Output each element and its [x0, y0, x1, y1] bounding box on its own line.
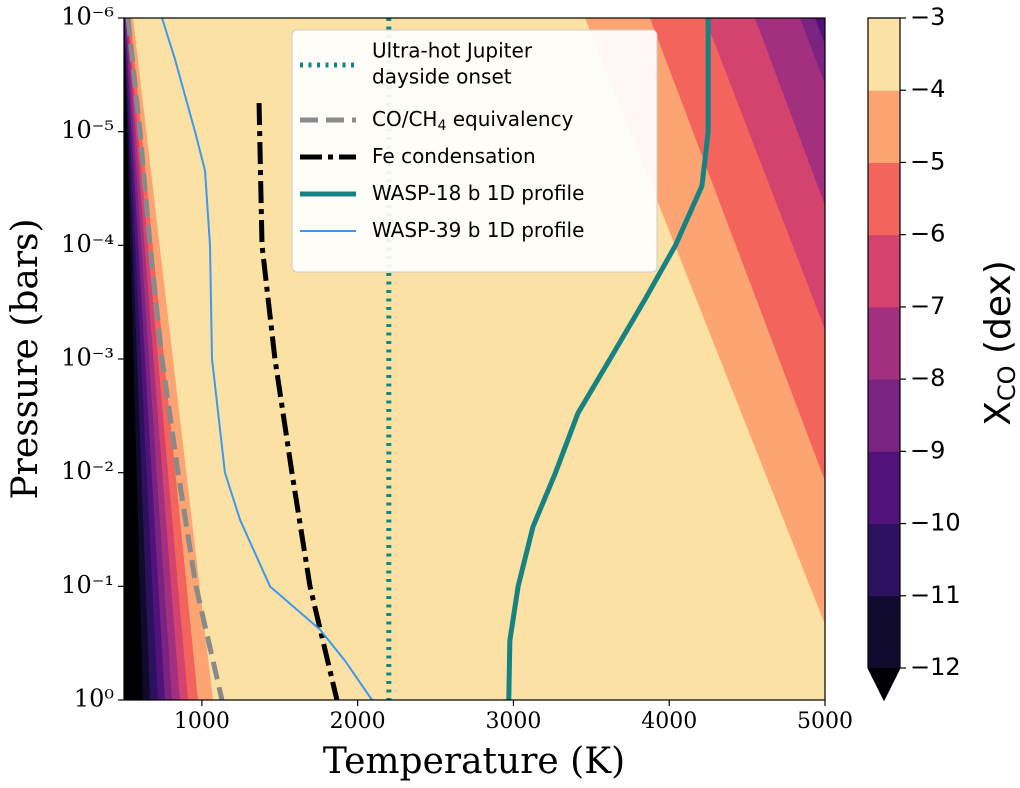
y-tick-label: 10⁻⁶: [61, 3, 114, 31]
legend-label: dayside onset: [372, 65, 512, 89]
legend-label-part: Fe condensation: [372, 144, 536, 168]
colorbar-label: XCO (dex): [978, 260, 1020, 426]
series-line: [506, 18, 711, 700]
x-tick-label: 5000: [797, 709, 853, 734]
colorbar-tick-label: −10: [910, 509, 961, 537]
legend-label: Fe condensation: [372, 144, 536, 168]
legend-label: WASP-39 b 1D profile: [372, 218, 584, 242]
legend-label-part: WASP-39 b 1D profile: [372, 218, 584, 242]
colorbar-tick-label: −5: [910, 147, 945, 175]
colorbar-label-part: CO: [993, 365, 1020, 401]
colorbar-band: [868, 523, 900, 597]
colorbar-label-part: X: [978, 401, 1019, 426]
x-tick-label: 1000: [174, 709, 230, 734]
y-tick-label: 10⁰: [74, 685, 114, 713]
legend-label-part: CO/CH: [372, 107, 437, 131]
colorbar-tick-label: −11: [910, 581, 961, 609]
x-axis-label: Temperature (K): [323, 741, 625, 782]
y-tick-label: 10⁻⁵: [61, 116, 114, 144]
colorbar-band: [868, 234, 900, 308]
contour-region: [754, 18, 825, 700]
legend-label: WASP-18 b 1D profile: [372, 181, 584, 205]
colorbar-extension: [868, 668, 900, 700]
legend-label: CO/CH4 equivalency: [372, 107, 574, 135]
series-line: [125, 18, 225, 700]
series-line: [256, 102, 340, 700]
y-axis-label: Pressure (bars): [5, 218, 46, 499]
colorbar-tick-label: −9: [910, 436, 945, 464]
legend-label: Ultra-hot Jupiter: [372, 39, 533, 63]
colorbar-band: [868, 451, 900, 525]
colorbar-tick-label: −6: [910, 220, 945, 248]
y-tick-label: 10⁻³: [61, 344, 114, 372]
colorbar-tick-label: −7: [910, 292, 945, 320]
y-tick-label: 10⁻¹: [61, 571, 114, 599]
colorbar-band: [868, 379, 900, 452]
legend-label-part: equivalency: [446, 107, 573, 131]
legend-box: [291, 29, 658, 273]
series-line: [161, 18, 373, 700]
colorbar-tick-label: −4: [910, 75, 945, 103]
legend-label-part: 4: [437, 118, 446, 134]
colorbar-label-part: (dex): [978, 260, 1019, 365]
colorbar-band: [868, 306, 900, 380]
colorbar-frame: [867, 17, 901, 702]
legend-label-part: WASP-18 b 1D profile: [372, 181, 584, 205]
colorbar-tick-label: −3: [910, 3, 945, 31]
contour-region: [124, 18, 144, 700]
colorbar-band: [868, 90, 900, 163]
colorbar-band: [868, 18, 900, 91]
colorbar-tick-label: −12: [910, 653, 961, 681]
axes: 1000 2000 3000 4000 5000 10⁻⁶ 10⁻⁵ 10⁻⁴ 10⁻³ 10⁻²…: [61, 3, 853, 735]
colorbar-tick-label: −8: [910, 364, 945, 392]
colorbar-band: [868, 162, 900, 236]
y-tick-label: 10⁻²: [61, 457, 114, 485]
contour-region: [704, 18, 825, 700]
y-tick-label: 10⁻⁴: [61, 230, 114, 258]
colorbar-band: [868, 595, 900, 669]
x-tick-label: 3000: [485, 709, 541, 734]
x-tick-label: 4000: [641, 709, 697, 734]
x-tick-label: 2000: [330, 709, 386, 734]
